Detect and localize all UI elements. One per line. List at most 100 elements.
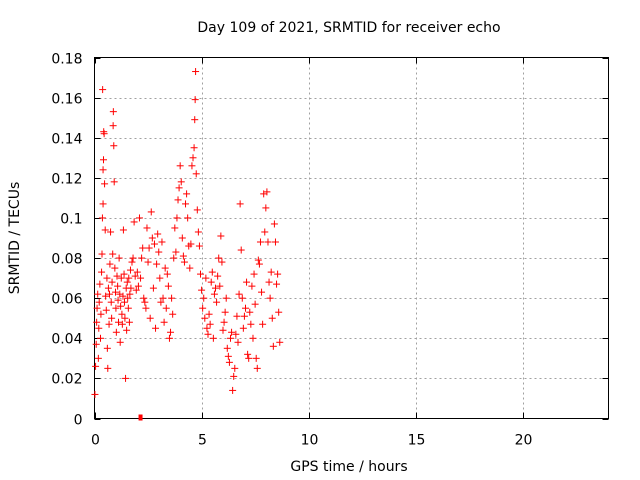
data-point [105, 320, 113, 328]
data-point [109, 250, 117, 258]
data-point [152, 324, 160, 332]
data-point [117, 302, 125, 310]
data-point [233, 312, 241, 320]
data-point [155, 248, 163, 256]
y-tick-label: 0.16 [51, 92, 82, 108]
data-point [243, 278, 251, 286]
data-point [114, 318, 122, 326]
data-point [268, 314, 276, 322]
data-point [256, 238, 264, 246]
data-point [200, 294, 208, 302]
data-point [102, 306, 110, 314]
data-point [269, 342, 277, 350]
data-point [251, 300, 259, 308]
data-point [124, 304, 132, 312]
data-point [170, 254, 178, 262]
data-point [191, 96, 199, 104]
data-point [111, 264, 119, 272]
data-point [119, 226, 127, 234]
y-axis-label: SRMTID / TECUs [7, 182, 23, 295]
data-point [158, 238, 166, 246]
data-point [263, 188, 271, 196]
data-point [177, 178, 185, 186]
data-point [101, 226, 109, 234]
data-point [103, 344, 111, 352]
data-point [173, 214, 181, 222]
data-point [180, 258, 188, 266]
data-point [118, 310, 126, 318]
data-point [237, 246, 245, 254]
data-point [98, 250, 106, 258]
x-tick-label: 20 [515, 433, 533, 449]
data-point [103, 274, 111, 282]
data-point [105, 290, 113, 298]
data-point [192, 170, 200, 178]
data-point [276, 338, 284, 346]
data-point [148, 234, 156, 242]
data-point [275, 308, 283, 316]
data-point [99, 156, 107, 164]
y-tick-label: 0 [74, 413, 83, 429]
data-point [213, 298, 221, 306]
data-point [127, 284, 135, 292]
data-point [174, 196, 182, 204]
data-point [114, 296, 122, 304]
data-point [124, 294, 132, 302]
data-point [97, 310, 105, 318]
data-point [99, 86, 107, 94]
data-point [107, 298, 115, 306]
data-point [126, 266, 134, 274]
data-point [116, 338, 124, 346]
data-point [218, 258, 226, 266]
y-tick-label: 0.02 [51, 372, 82, 388]
data-point [175, 184, 183, 192]
data-point [123, 326, 131, 334]
data-point [135, 214, 143, 222]
data-point [107, 228, 115, 236]
y-tick-label: 0.08 [51, 252, 82, 268]
data-point [220, 318, 228, 326]
data-point [94, 290, 102, 298]
data-point [229, 386, 237, 394]
data-point [143, 224, 151, 232]
data-point [106, 260, 114, 268]
data-point [163, 270, 171, 278]
data-point [274, 270, 282, 278]
data-point [108, 278, 116, 286]
data-point [91, 390, 99, 398]
data-point [92, 362, 100, 370]
data-point [255, 260, 263, 268]
data-point [271, 238, 279, 246]
data-point [96, 334, 104, 342]
data-point [262, 204, 270, 212]
data-point [191, 116, 199, 124]
data-point [101, 180, 109, 188]
data-point [190, 144, 198, 152]
data-point [120, 298, 128, 306]
data-point [249, 334, 257, 342]
x-tick-label: 0 [91, 433, 100, 449]
data-point [99, 200, 107, 208]
data-point [125, 318, 133, 326]
data-point [142, 304, 150, 312]
data-point [149, 284, 157, 292]
data-point [111, 288, 119, 296]
data-point [195, 242, 203, 250]
data-point [147, 208, 155, 216]
data-point [248, 282, 256, 290]
data-point [129, 254, 137, 262]
data-point [113, 272, 121, 280]
data-point [234, 338, 242, 346]
data-point [125, 274, 133, 282]
data-point [95, 298, 103, 306]
data-point [98, 268, 106, 276]
data-point [192, 68, 200, 76]
data-point [140, 294, 148, 302]
data-point [212, 284, 220, 292]
data-point [119, 292, 127, 300]
data-point [222, 294, 230, 302]
data-point [157, 298, 165, 306]
x-axis-label: GPS time / hours [290, 459, 407, 475]
data-point [130, 218, 138, 226]
